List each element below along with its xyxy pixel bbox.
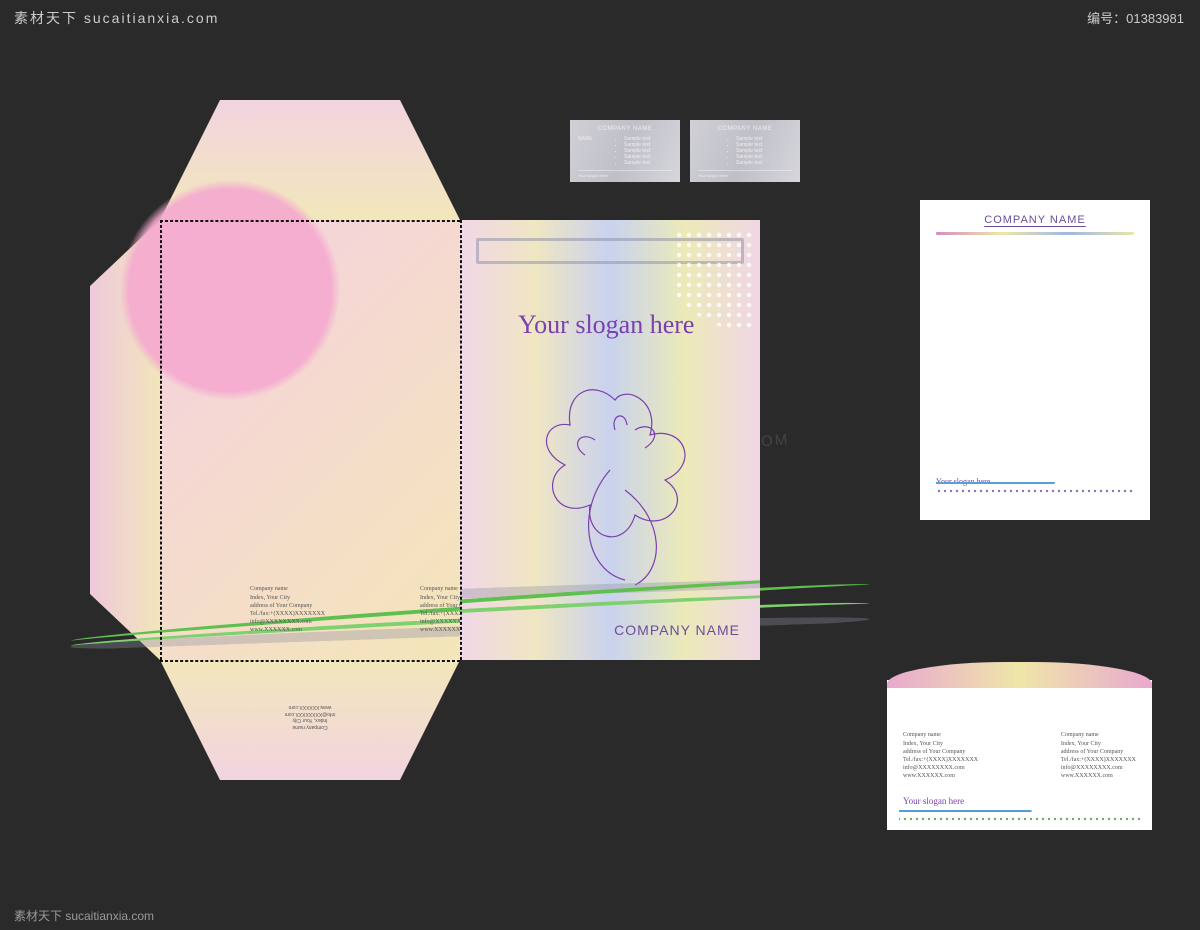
addr-line: Index, Your City xyxy=(250,594,390,602)
site-watermark-top: 素材天下 sucaitianxia.com xyxy=(14,8,219,28)
bcard-bullets: Sample text Sample text Sample text Samp… xyxy=(624,136,650,166)
folder-panel-front: Your slogan here COMPANY NAME xyxy=(460,220,760,660)
fold-line xyxy=(160,660,460,662)
envelope-address-left: Company name Index, Your City address of… xyxy=(903,731,978,780)
bcard-bullets: Sample text Sample text Sample text Samp… xyxy=(736,136,792,166)
addr-line: Company name xyxy=(250,585,390,593)
addr-line: www.XXXXXX.com xyxy=(250,626,390,634)
site-watermark-bottom: 素材天下 sucaitianxia.com xyxy=(14,907,154,924)
folder-dieline: Company name Index, Your City address of… xyxy=(90,100,830,800)
business-card-back: COMPANY NAME Sample text Sample text Sam… xyxy=(690,120,800,182)
folder-address-1: Company name Index, Your City address of… xyxy=(250,585,390,634)
envelope: Company name Index, Your City address of… xyxy=(887,680,1152,830)
addr-line: info@XXXXXXXX.com xyxy=(250,618,390,626)
addr-line: address of Your Company xyxy=(250,602,390,610)
envelope-slogan: Your slogan here xyxy=(903,796,964,806)
asset-id: 编号：01383981 xyxy=(1087,8,1184,27)
letter-color-bar xyxy=(936,232,1134,235)
envelope-footer-graphic xyxy=(899,808,1140,822)
envelope-flap xyxy=(887,662,1152,688)
pink-arc-graphic xyxy=(100,160,360,420)
envelope-address-right: Company name Index, Your City address of… xyxy=(1061,731,1136,780)
bcard-company: COMPANY NAME xyxy=(578,126,672,132)
fold-line xyxy=(160,220,460,222)
letterhead: COMPANY NAME Your slogan here xyxy=(920,200,1150,520)
business-card-front: COMPANY NAME NAME Sample text Sample tex… xyxy=(570,120,680,182)
bcard-name-label: NAME xyxy=(578,136,606,166)
folder-company-name: COMPANY NAME xyxy=(614,622,740,638)
folder-flap-bottom: Company name Index, Your City info@XXXXX… xyxy=(160,660,460,780)
letter-footer-graphic xyxy=(936,480,1134,498)
bcard-footer: Your slogan here xyxy=(698,170,792,178)
folder-panel-back: Company name Index, Your City address of… xyxy=(160,220,460,660)
folder-slogan: Your slogan here xyxy=(518,310,694,340)
flap-bottom-address: Company name Index, Your City info@XXXXX… xyxy=(285,704,336,730)
fold-line xyxy=(460,220,462,660)
letter-company: COMPANY NAME xyxy=(936,214,1134,226)
fold-line xyxy=(160,220,162,660)
bcard-footer: Your slogan here xyxy=(578,170,672,178)
bcard-company: COMPANY NAME xyxy=(698,126,792,132)
addr-line: Tel./fax:+(XXXX)XXXXXXX xyxy=(250,610,390,618)
flower-linework xyxy=(515,370,715,590)
